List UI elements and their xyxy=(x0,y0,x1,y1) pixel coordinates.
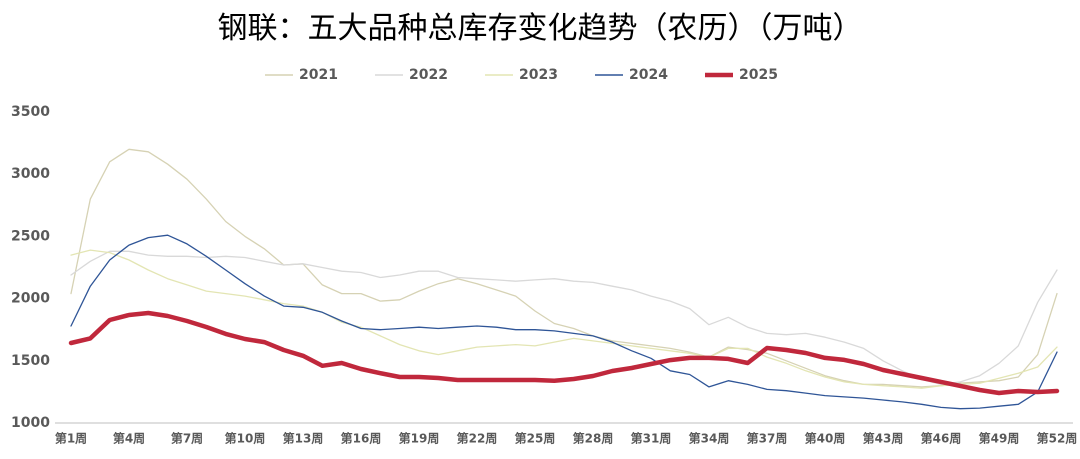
x-tick-label: 第28周 xyxy=(573,431,614,446)
series-line xyxy=(70,234,1058,410)
series-line xyxy=(70,148,1058,388)
series-line xyxy=(70,250,1058,386)
x-tick-label: 第46周 xyxy=(921,431,962,446)
x-tick-label: 第4周 xyxy=(113,431,145,446)
series-line xyxy=(70,249,1058,389)
y-tick-label: 1500 xyxy=(11,353,50,369)
y-tick-label: 2000 xyxy=(11,291,50,307)
x-tick-label: 第25周 xyxy=(515,431,556,446)
series-line xyxy=(68,310,1060,396)
x-tick-label: 第40周 xyxy=(805,431,846,446)
x-tick-label: 第13周 xyxy=(283,431,324,446)
x-tick-label: 第10周 xyxy=(225,431,266,446)
legend-label: 2025 xyxy=(739,67,778,83)
y-tick-label: 3000 xyxy=(11,166,50,182)
x-tick-label: 第43周 xyxy=(863,431,904,446)
legend-label: 2022 xyxy=(409,67,448,83)
x-tick-label: 第37周 xyxy=(747,431,788,446)
x-tick-label: 第16周 xyxy=(341,431,382,446)
x-tick-label: 第7周 xyxy=(171,431,203,446)
x-tick-label: 第22周 xyxy=(457,431,498,446)
x-tick-label: 第31周 xyxy=(631,431,672,446)
y-tick-label: 3500 xyxy=(11,104,50,120)
x-tick-label: 第19周 xyxy=(399,431,440,446)
y-tick-label: 1000 xyxy=(11,415,50,431)
legend-label: 2023 xyxy=(519,67,558,83)
x-tick-label: 第34周 xyxy=(689,431,730,446)
x-tick-label: 第49周 xyxy=(979,431,1020,446)
chart-title: 钢联：五大品种总库存变化趋势（农历）（万吨） xyxy=(218,11,863,46)
x-tick-label: 第52周 xyxy=(1037,431,1078,446)
y-tick-label: 2500 xyxy=(11,228,50,244)
x-tick-label: 第1周 xyxy=(55,431,87,446)
legend-label: 2021 xyxy=(299,67,338,83)
legend-label: 2024 xyxy=(629,67,668,83)
